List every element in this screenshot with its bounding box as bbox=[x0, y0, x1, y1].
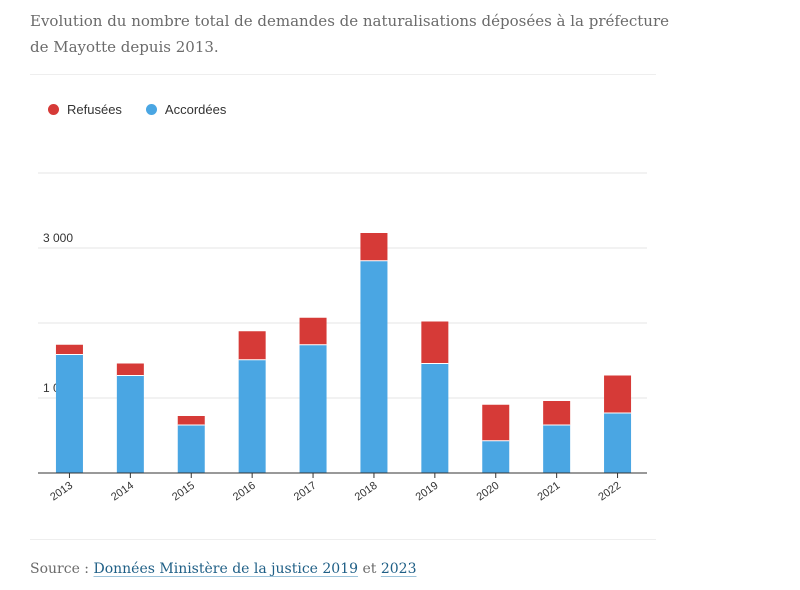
bar-refusees bbox=[177, 416, 205, 425]
bar-refusees bbox=[360, 233, 388, 261]
bar-refusees bbox=[421, 321, 449, 364]
legend-item-accordees[interactable]: Accordées bbox=[145, 102, 227, 117]
bar-accordees bbox=[116, 375, 144, 473]
legend-swatch-refusees bbox=[48, 104, 59, 115]
source-line: Source : Données Ministère de la justice… bbox=[30, 561, 416, 577]
bar-refusees bbox=[238, 331, 266, 360]
x-tick-label: 2016 bbox=[231, 480, 258, 504]
source-prefix: Source : bbox=[30, 561, 94, 577]
bar-accordees bbox=[604, 413, 632, 473]
source-link-2019[interactable]: Données Ministère de la justice 2019 bbox=[93, 561, 359, 577]
x-tick-label: 2018 bbox=[353, 480, 380, 504]
bar-accordees bbox=[360, 260, 388, 473]
legend-label-accordees: Accordées bbox=[164, 102, 227, 117]
bar-accordees bbox=[177, 425, 205, 473]
y-tick-label: 3 000 bbox=[43, 231, 73, 245]
bar-refusees bbox=[299, 317, 327, 345]
x-tick-label: 2020 bbox=[475, 480, 502, 504]
bar-refusees bbox=[116, 363, 144, 376]
bar-refusees bbox=[543, 401, 571, 425]
bar-accordees bbox=[55, 354, 83, 473]
x-tick-label: 2013 bbox=[48, 480, 75, 504]
source-link-2023[interactable]: 2023 bbox=[380, 561, 417, 577]
bar-refusees bbox=[482, 404, 510, 441]
bar-accordees bbox=[238, 359, 266, 473]
x-tick-label: 2021 bbox=[535, 480, 562, 504]
bar-accordees bbox=[482, 440, 510, 473]
legend-swatch-accordees bbox=[145, 104, 157, 115]
bar-refusees bbox=[604, 375, 632, 413]
bar-accordees bbox=[299, 344, 327, 473]
bar-accordees bbox=[543, 425, 571, 473]
chart-subtitle: Evolution du nombre total de demandes de… bbox=[30, 12, 669, 56]
bar-refusees bbox=[55, 344, 83, 355]
x-tick-label: 2022 bbox=[596, 480, 623, 504]
x-tick-label: 2015 bbox=[170, 480, 197, 504]
legend-label-refusees: Refusées bbox=[67, 102, 122, 117]
x-tick-label: 2014 bbox=[109, 480, 136, 504]
bar-accordees bbox=[421, 363, 449, 473]
bottom-divider bbox=[30, 539, 656, 540]
legend: Refusées Accordées bbox=[48, 102, 250, 117]
x-tick-label: 2017 bbox=[292, 480, 319, 504]
source-joiner: et bbox=[358, 561, 381, 577]
legend-item-refusees[interactable]: Refusées bbox=[48, 102, 122, 117]
x-tick-label: 2019 bbox=[414, 480, 441, 504]
bar-chart: 1 0003 000201320142015201620172018201920… bbox=[38, 172, 647, 504]
top-divider bbox=[30, 74, 656, 75]
